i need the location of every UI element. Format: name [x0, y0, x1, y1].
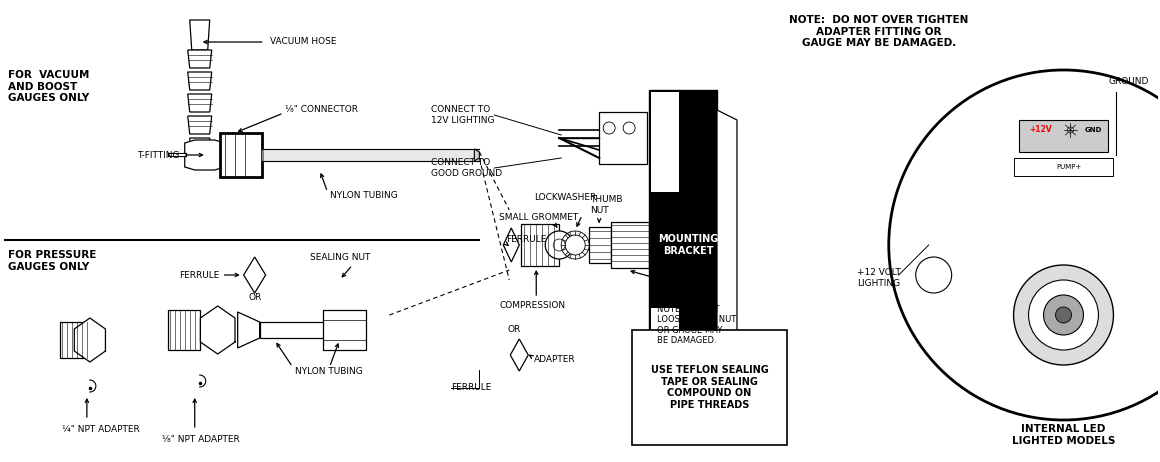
FancyBboxPatch shape: [219, 133, 262, 177]
Text: CONNECT TO
12V LIGHTING: CONNECT TO 12V LIGHTING: [432, 105, 495, 125]
Bar: [589, 227, 611, 263]
Text: ¹⁄₈" NPT ADAPTER: ¹⁄₈" NPT ADAPTER: [161, 436, 239, 444]
Polygon shape: [201, 306, 235, 354]
Polygon shape: [717, 110, 737, 390]
Polygon shape: [188, 94, 212, 112]
Text: THUMB
NUT: THUMB NUT: [590, 195, 623, 215]
Polygon shape: [190, 138, 210, 168]
Text: COMPRESSION: COMPRESSION: [499, 300, 565, 310]
Bar: [650, 90, 717, 410]
Circle shape: [1029, 280, 1099, 350]
Polygon shape: [74, 318, 106, 362]
Circle shape: [603, 122, 615, 134]
Circle shape: [623, 122, 636, 134]
Polygon shape: [244, 257, 266, 293]
Text: USE TEFLON SEALING
TAPE OR SEALING
COMPOUND ON
PIPE THREADS: USE TEFLON SEALING TAPE OR SEALING COMPO…: [651, 365, 768, 410]
Polygon shape: [188, 50, 212, 68]
Polygon shape: [184, 140, 225, 170]
Text: VACUUM HOSE: VACUUM HOSE: [269, 37, 336, 47]
Bar: [600, 112, 647, 164]
Polygon shape: [474, 149, 479, 161]
Text: GROUND: GROUND: [1109, 78, 1148, 86]
Text: T-FITTING: T-FITTING: [137, 151, 180, 159]
Text: NOTE: DO NOT
LOOSEN PORT NUT
OR GAUGE MAY
BE DAMAGED.: NOTE: DO NOT LOOSEN PORT NUT OR GAUGE MA…: [657, 305, 737, 345]
Bar: [322, 310, 367, 350]
Circle shape: [1014, 265, 1114, 365]
Text: FERRULE: FERRULE: [180, 270, 219, 280]
Text: OR: OR: [507, 326, 521, 334]
Text: LOCKWASHER: LOCKWASHER: [535, 194, 596, 202]
Text: SMALL GROMMET: SMALL GROMMET: [499, 213, 579, 223]
Circle shape: [565, 235, 585, 255]
Bar: [1018, 120, 1109, 152]
Text: CONNECT TO
GOOD GROUND: CONNECT TO GOOD GROUND: [432, 158, 502, 178]
Polygon shape: [188, 72, 212, 90]
Text: ¼" NPT ADAPTER: ¼" NPT ADAPTER: [61, 426, 139, 434]
Text: SEALING NUT: SEALING NUT: [310, 254, 370, 262]
Text: ADAPTER: ADAPTER: [535, 355, 575, 365]
Bar: [651, 308, 679, 408]
Text: MOUNTING
BRACKET: MOUNTING BRACKET: [658, 234, 718, 256]
Bar: [632, 330, 786, 445]
Bar: [611, 222, 650, 268]
Bar: [1014, 158, 1114, 176]
Text: FOR  VACUUM
AND BOOST
GAUGES ONLY: FOR VACUUM AND BOOST GAUGES ONLY: [8, 70, 89, 103]
Bar: [651, 92, 679, 192]
Text: +12 VOLT
LIGHTING: +12 VOLT LIGHTING: [857, 268, 900, 288]
Text: ¹⁄₈" CONNECTOR: ¹⁄₈" CONNECTOR: [284, 105, 357, 115]
Bar: [260, 322, 329, 338]
Text: PORT NUT: PORT NUT: [657, 278, 709, 286]
Polygon shape: [503, 228, 520, 262]
Text: INTERNAL LED
LIGHTED MODELS: INTERNAL LED LIGHTED MODELS: [1012, 424, 1115, 446]
Circle shape: [1056, 307, 1072, 323]
Circle shape: [915, 257, 951, 293]
Circle shape: [545, 231, 573, 259]
Text: NYLON TUBING: NYLON TUBING: [295, 367, 362, 377]
Polygon shape: [190, 20, 210, 50]
Text: +12V: +12V: [1029, 126, 1052, 134]
Circle shape: [553, 239, 565, 251]
Text: GND: GND: [1085, 127, 1102, 133]
Polygon shape: [510, 339, 528, 371]
Text: NOTE:  DO NOT OVER TIGHTEN
ADAPTER FITTING OR
GAUGE MAY BE DAMAGED.: NOTE: DO NOT OVER TIGHTEN ADAPTER FITTIN…: [789, 15, 969, 48]
Circle shape: [1067, 127, 1073, 133]
Text: OR: OR: [248, 293, 261, 303]
Text: FERRULE: FERRULE: [506, 236, 546, 244]
Circle shape: [889, 70, 1160, 420]
Polygon shape: [188, 116, 212, 134]
Text: FERRULE: FERRULE: [451, 383, 492, 393]
Bar: [60, 322, 89, 358]
Circle shape: [1044, 295, 1083, 335]
Bar: [521, 224, 559, 266]
Text: NYLON TUBING: NYLON TUBING: [329, 190, 397, 200]
Text: PUMP+: PUMP+: [1056, 164, 1081, 170]
Polygon shape: [238, 312, 260, 348]
Bar: [168, 310, 200, 350]
Text: FOR PRESSURE
GAUGES ONLY: FOR PRESSURE GAUGES ONLY: [8, 250, 96, 272]
